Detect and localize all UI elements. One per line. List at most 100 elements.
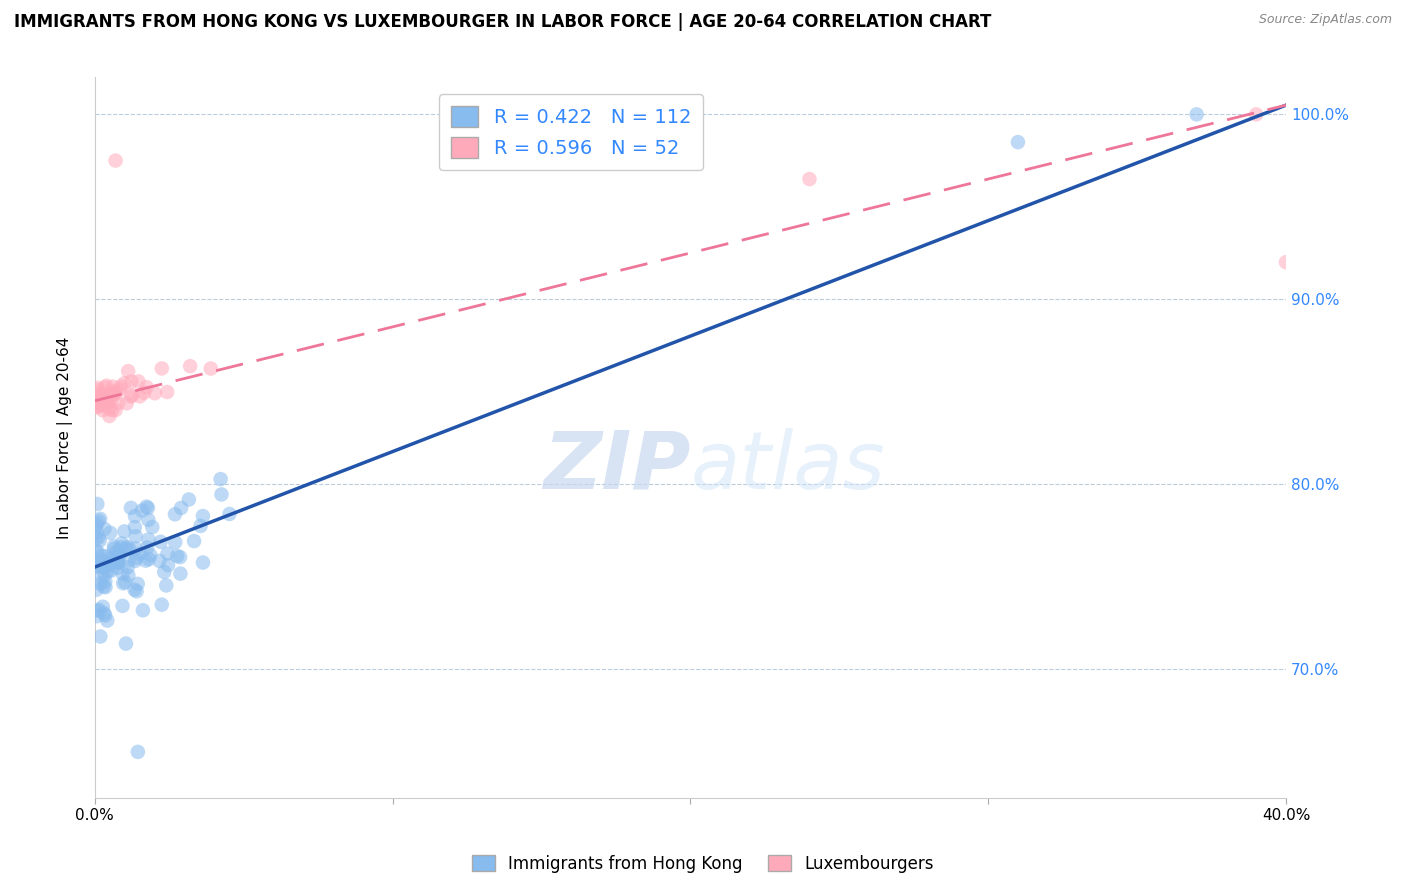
Point	[111, 566, 134, 581]
Point	[91, 549, 114, 563]
Legend: Immigrants from Hong Kong, Luxembourgers: Immigrants from Hong Kong, Luxembourgers	[465, 848, 941, 880]
Point	[117, 364, 139, 378]
Point	[156, 547, 179, 561]
Point	[96, 549, 118, 564]
Point	[87, 393, 110, 408]
Point	[86, 604, 108, 618]
Point	[138, 552, 160, 566]
Point	[125, 584, 148, 599]
Point	[105, 552, 128, 566]
Point	[93, 580, 115, 594]
Point	[98, 409, 121, 423]
Point	[87, 400, 110, 414]
Point	[127, 745, 149, 759]
Point	[1007, 135, 1029, 149]
Point	[136, 541, 159, 555]
Point	[110, 541, 132, 555]
Point	[86, 400, 108, 414]
Text: Source: ZipAtlas.com: Source: ZipAtlas.com	[1258, 13, 1392, 27]
Point	[153, 565, 176, 579]
Point	[86, 525, 108, 540]
Point	[129, 547, 152, 561]
Point	[104, 153, 127, 168]
Y-axis label: In Labor Force | Age 20-64: In Labor Force | Age 20-64	[58, 336, 73, 539]
Point	[121, 388, 143, 402]
Point	[91, 554, 114, 568]
Point	[799, 172, 821, 186]
Point	[97, 564, 120, 578]
Point	[111, 536, 134, 550]
Point	[100, 564, 122, 578]
Point	[163, 508, 186, 522]
Point	[156, 384, 179, 399]
Point	[104, 384, 127, 399]
Point	[127, 577, 149, 591]
Point	[132, 603, 155, 617]
Point	[114, 575, 136, 590]
Point	[148, 554, 170, 568]
Point	[107, 556, 129, 570]
Point	[157, 558, 180, 573]
Point	[96, 614, 118, 628]
Point	[211, 487, 233, 501]
Text: atlas: atlas	[690, 427, 886, 506]
Point	[135, 380, 157, 394]
Point	[125, 550, 148, 565]
Point	[169, 566, 191, 581]
Point	[112, 376, 135, 391]
Point	[108, 383, 131, 397]
Point	[104, 403, 127, 417]
Point	[86, 516, 108, 530]
Point	[84, 531, 107, 545]
Point	[124, 520, 146, 534]
Point	[87, 514, 110, 528]
Point	[90, 570, 112, 584]
Point	[90, 387, 112, 401]
Point	[94, 380, 117, 394]
Point	[135, 553, 157, 567]
Point	[96, 394, 118, 409]
Point	[94, 608, 117, 623]
Point	[98, 525, 121, 540]
Point	[93, 561, 115, 575]
Point	[150, 361, 173, 376]
Point	[105, 560, 128, 574]
Point	[191, 509, 214, 524]
Point	[120, 389, 142, 403]
Point	[91, 599, 114, 614]
Point	[93, 522, 115, 536]
Point	[87, 603, 110, 617]
Point	[101, 387, 124, 401]
Point	[93, 607, 115, 621]
Point	[170, 500, 193, 515]
Point	[93, 568, 115, 582]
Point	[150, 598, 173, 612]
Point	[107, 396, 129, 410]
Point	[89, 533, 111, 548]
Point	[120, 500, 142, 515]
Point	[139, 548, 162, 562]
Point	[135, 500, 157, 514]
Point	[89, 512, 111, 526]
Point	[86, 609, 108, 624]
Point	[86, 387, 108, 401]
Point	[84, 545, 107, 559]
Point	[101, 552, 124, 566]
Point	[107, 544, 129, 558]
Point	[103, 539, 125, 553]
Point	[166, 549, 188, 563]
Point	[124, 509, 146, 524]
Point	[98, 558, 121, 572]
Point	[115, 637, 138, 651]
Point	[90, 396, 112, 410]
Point	[101, 390, 124, 404]
Point	[191, 556, 214, 570]
Point	[96, 391, 118, 405]
Legend: R = 0.422   N = 112, R = 0.596   N = 52: R = 0.422 N = 112, R = 0.596 N = 52	[440, 95, 703, 169]
Point	[115, 396, 138, 410]
Point	[1275, 255, 1298, 269]
Point	[127, 375, 149, 389]
Point	[107, 556, 129, 570]
Point	[117, 568, 139, 582]
Point	[183, 534, 205, 549]
